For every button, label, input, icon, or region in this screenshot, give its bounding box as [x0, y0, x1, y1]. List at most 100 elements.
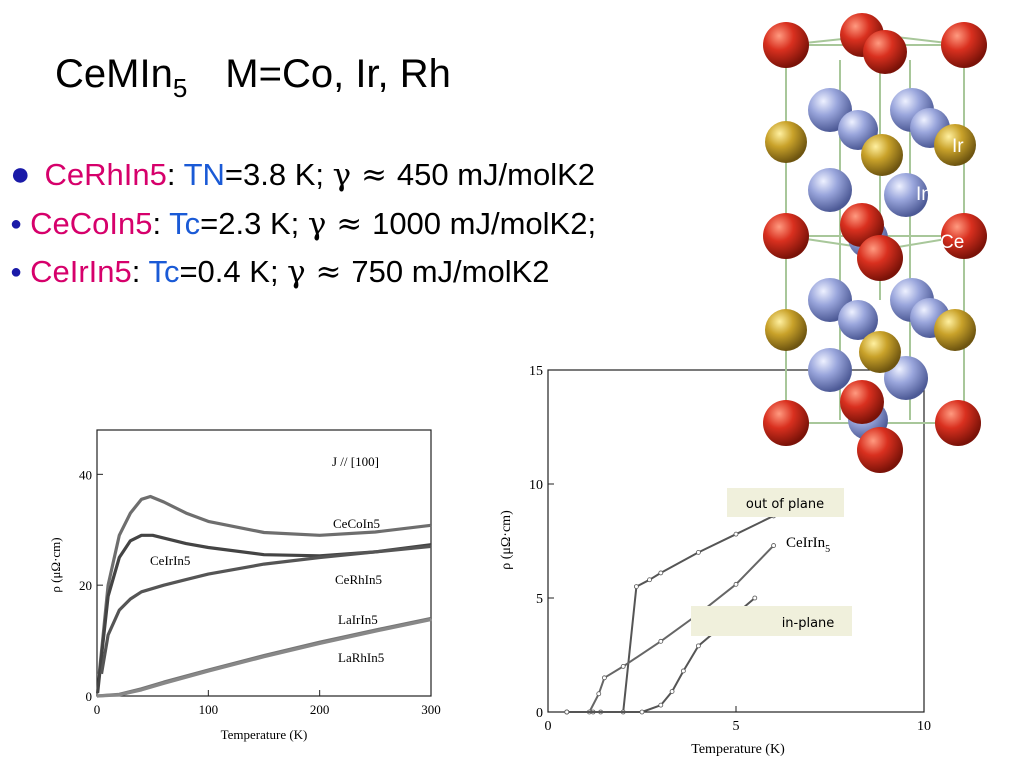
legend-label-out-of-plane: out of plane: [746, 497, 824, 512]
data-point: [658, 702, 664, 708]
x-tick-label: 0: [94, 702, 101, 717]
data-point: [696, 643, 701, 649]
atom-ce-icon: [941, 22, 987, 68]
x-tick-label: 100: [199, 702, 219, 717]
x-tick-label: 0: [545, 719, 552, 734]
title-subscript: 5: [172, 73, 188, 103]
title-rest: M=Co, Ir, Rh: [225, 52, 451, 96]
x-tick-label: 200: [310, 702, 330, 717]
atom-ce-icon: [840, 203, 884, 247]
series-label-cecoin5: CeCoIn5: [333, 516, 380, 531]
compound-name: CeIrIn5: [30, 254, 132, 289]
atom-ir-icon: [861, 134, 903, 176]
data-point: [620, 664, 626, 669]
atom-ce-icon: [763, 22, 809, 68]
atom-ce-icon: [763, 213, 809, 259]
atom-ce-icon: [857, 427, 903, 473]
atom-ir-icon: [859, 331, 901, 373]
gamma-symbol: γ ≈: [307, 206, 373, 242]
y-tick-label: 15: [529, 364, 543, 379]
atom-ir-icon: [934, 124, 976, 166]
data-point: [564, 709, 570, 715]
data-point: [658, 570, 664, 576]
compound-name: CeRhIn5: [44, 157, 167, 192]
atom-in-icon: [884, 173, 928, 217]
data-point: [602, 675, 607, 681]
gamma-value: 750 mJ/molK2: [351, 254, 550, 289]
data-point: [733, 581, 739, 587]
data-point: [752, 595, 758, 601]
transition-symbol: Tc: [169, 206, 201, 241]
atom-in-icon: [838, 300, 878, 340]
data-point: [771, 543, 776, 548]
bullet-dot-icon: ●: [10, 155, 31, 193]
series-line-ceirin5: [96, 533, 432, 694]
legend-box-out-of-plane: [727, 488, 844, 517]
atom-label-ir: Ir: [952, 136, 964, 157]
data-point: [596, 691, 602, 697]
legend-label-in-plane: in-plane: [782, 616, 835, 631]
atom-ir-icon: [934, 309, 976, 351]
curve-label-ceirin5: CeIrIn5: [786, 535, 830, 555]
transition-symbol: TN: [183, 157, 225, 192]
gamma-symbol: γ ≈: [332, 157, 397, 193]
atom-label-in: In: [916, 184, 932, 205]
series-label-lairin5: LaIrIn5: [338, 612, 378, 627]
gamma-value: 450 mJ/molK2: [396, 157, 595, 192]
bullet-dot-icon: ●: [10, 213, 23, 235]
gamma-symbol: γ ≈: [287, 254, 352, 290]
atom-label-ce: Ce: [940, 232, 964, 253]
data-point: [680, 668, 686, 674]
atom-ce-icon: [863, 30, 907, 74]
resistivity-chart-right: 0 5 10 0 5 10 15 Temperature (K) ρ (μΩ·cm) CeI…: [499, 364, 931, 757]
y-tick-label: 40: [79, 467, 92, 482]
atom-in-icon: [808, 348, 852, 392]
x-tick-label: 300: [421, 702, 441, 717]
atom-ce-icon: [935, 400, 981, 446]
y-axis-label: ρ (μΩ·cm): [499, 510, 514, 570]
x-axis-label: Temperature (K): [691, 742, 785, 757]
y-axis-label: ρ (μΩ·cm): [48, 537, 63, 592]
compound-name: CeCoIn5: [30, 206, 153, 241]
data-point: [647, 577, 652, 583]
resistivity-chart-left: 0 100 200 300 0 20 40 J // [100] Temperature (…: [48, 429, 441, 742]
atom-ir-icon: [765, 121, 807, 163]
title-main: CeMIn: [55, 52, 173, 96]
series-line-cerhin5: [99, 544, 432, 675]
y-tick-label: 0: [536, 706, 543, 721]
series-label-ceirin5: CeIrIn5: [150, 553, 190, 568]
gamma-value: 1000 mJ/molK2;: [372, 206, 597, 241]
y-tick-label: 5: [536, 592, 543, 607]
bullet-cerhin5: ● CeRhIn5: TN=3.8 K; γ ≈ 450 mJ/molK2: [10, 155, 595, 193]
transition-symbol: Tc: [148, 254, 180, 289]
bullet-cecoin5: ● CeCoIn5: Tc=2.3 K; γ ≈ 1000 mJ/molK2;: [10, 206, 597, 242]
atom-ir-icon: [765, 309, 807, 351]
data-point: [696, 550, 701, 555]
data-point: [633, 584, 639, 589]
plot-area-frame: [96, 429, 432, 697]
chart-annotation: J // [100]: [332, 454, 379, 469]
bullet-ceirin5: ● CeIrIn5: Tc=0.4 K; γ ≈ 750 mJ/molK2: [10, 254, 550, 290]
data-point: [733, 531, 739, 537]
y-tick-label: 20: [79, 578, 92, 593]
slide-title: CeMIn5 M=Co, Ir, Rh: [55, 52, 451, 104]
series-label-cerhin5: CeRhIn5: [335, 572, 382, 587]
data-point: [658, 638, 664, 644]
crystal-structure-image: Ir In Ce: [763, 13, 987, 473]
x-tick-label: 10: [917, 719, 931, 734]
atom-ce-icon: [857, 235, 903, 281]
y-tick-label: 10: [529, 478, 543, 493]
x-axis-label: Temperature (K): [221, 727, 308, 742]
atom-ce-icon: [763, 400, 809, 446]
data-point: [639, 709, 645, 715]
y-tick-label: 0: [86, 689, 93, 704]
atom-ce-icon: [840, 380, 884, 424]
atom-in-icon: [808, 168, 852, 212]
series-line-larhin5: [96, 617, 432, 698]
legend-box-in-plane: [691, 606, 852, 636]
series-label-larhin5: LaRhIn5: [338, 650, 384, 665]
atom-in-icon: [884, 356, 928, 400]
series-line-cecoin5: [97, 494, 432, 674]
data-point: [669, 689, 675, 694]
x-tick-label: 5: [733, 719, 740, 734]
